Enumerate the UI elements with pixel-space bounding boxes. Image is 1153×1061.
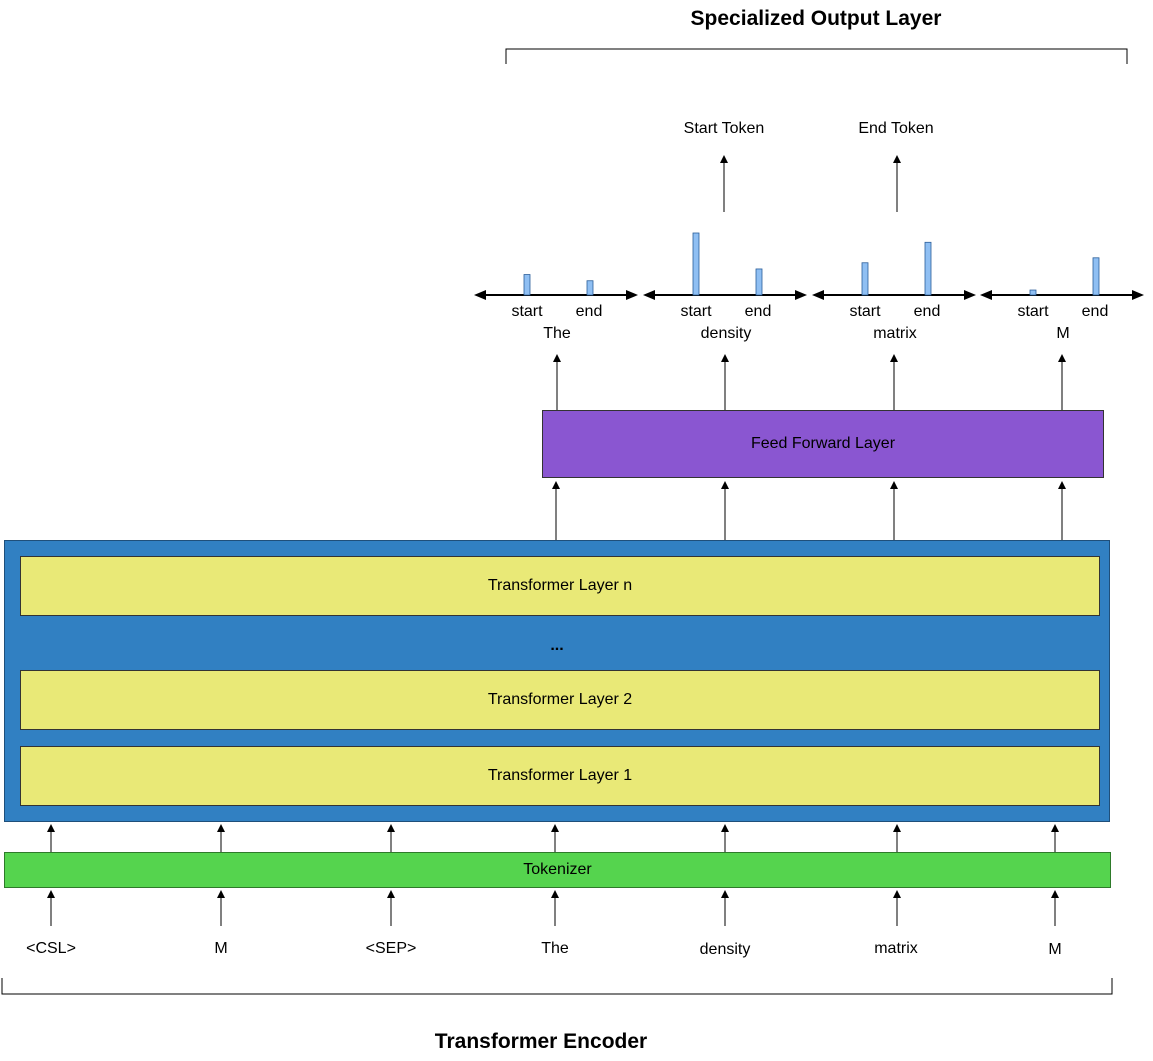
input-token: M: [1048, 941, 1062, 958]
input-token: matrix: [874, 940, 918, 957]
transformer-encoder-block: Transformer Layer n ... Transformer Laye…: [4, 540, 1110, 822]
end-score-bar: [755, 268, 763, 296]
input-token: density: [699, 941, 751, 958]
score-token-label: matrix: [873, 325, 917, 342]
transformer-layer-label: Transformer Layer n: [487, 577, 633, 594]
encoder-title: Transformer Encoder: [434, 1030, 648, 1053]
start-token-label: Start Token: [683, 120, 765, 137]
input-token: The: [541, 940, 569, 957]
axis-arrowhead: [1132, 290, 1144, 300]
axis-arrowhead: [812, 290, 824, 300]
score-token-label: M: [1056, 325, 1070, 342]
score-token-label: The: [543, 325, 571, 342]
score-end-label: end: [575, 303, 603, 320]
output-layer-bracket: [505, 48, 1128, 64]
transformer-layer-2: Transformer Layer 2: [20, 670, 1100, 730]
start-score-bar: [523, 274, 531, 296]
score-end-label: end: [744, 303, 772, 320]
axis-arrowhead: [964, 290, 976, 300]
axis-arrowhead: [795, 290, 807, 300]
feed-forward-layer: Feed Forward Layer: [542, 410, 1104, 478]
transformer-layer-1: Transformer Layer 1: [20, 746, 1100, 806]
score-token-label: density: [700, 325, 752, 342]
score-bars: [523, 232, 1100, 296]
score-start-label: start: [511, 303, 543, 320]
feed-forward-label: Feed Forward Layer: [750, 435, 896, 452]
score-end-label: end: [913, 303, 941, 320]
encoder-bracket: [1, 978, 1113, 995]
end-token-label: End Token: [858, 120, 934, 137]
axis-arrowhead: [643, 290, 655, 300]
axis-arrowhead: [474, 290, 486, 300]
score-axes: [474, 290, 1144, 300]
output-layer-title: Specialized Output Layer: [690, 7, 942, 30]
transformer-layer-label: Transformer Layer 1: [487, 767, 633, 784]
tokenizer-label: Tokenizer: [523, 861, 592, 878]
score-end-label: end: [1081, 303, 1109, 320]
layers-ellipsis: ...: [550, 637, 564, 654]
score-start-label: start: [849, 303, 881, 320]
input-token: <CSL>: [26, 940, 76, 957]
input-token-arrows: [47, 890, 1059, 926]
input-token: <SEP>: [365, 940, 417, 957]
start-score-bar: [861, 262, 869, 296]
tokenizer-block: Tokenizer: [4, 852, 1111, 888]
transformer-layer-label: Transformer Layer 2: [487, 691, 633, 708]
axis-arrowhead: [980, 290, 992, 300]
score-start-label: start: [680, 303, 712, 320]
input-token: M: [214, 940, 228, 957]
end-score-bar: [924, 241, 932, 296]
axis-arrowhead: [626, 290, 638, 300]
end-score-bar: [1092, 257, 1100, 296]
score-start-label: start: [1017, 303, 1049, 320]
start-score-bar: [692, 232, 700, 296]
tokenizer-output-arrows: [47, 824, 1059, 852]
start-score-bar: [1029, 289, 1037, 296]
end-score-bar: [586, 280, 594, 296]
transformer-layer-n: Transformer Layer n: [20, 556, 1100, 616]
